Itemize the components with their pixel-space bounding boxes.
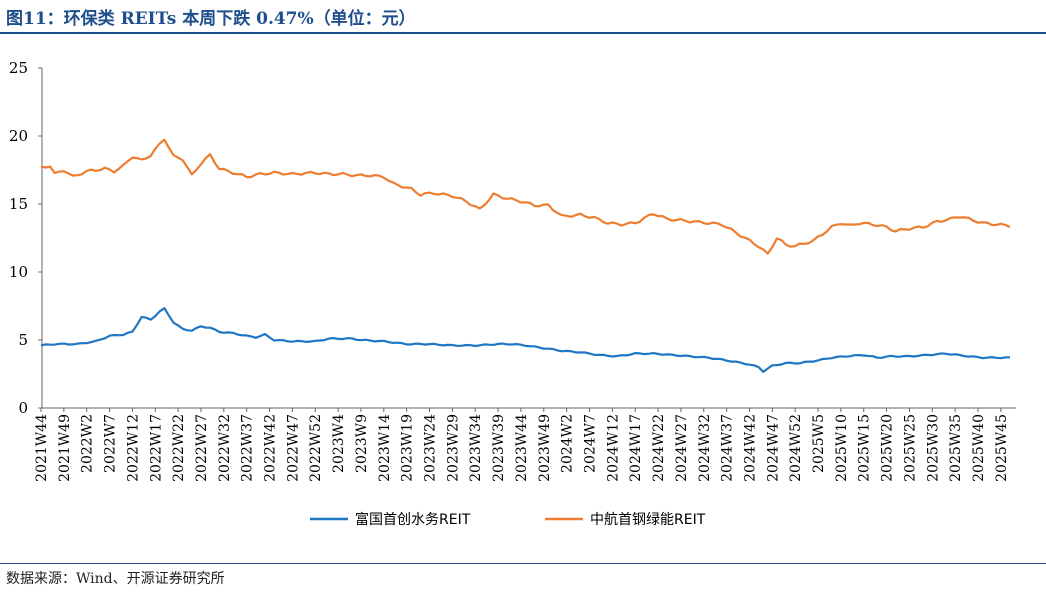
- x-tick-label: 2025W15: [857, 414, 873, 482]
- x-tick-label: 2024W22: [651, 414, 667, 482]
- title-divider: [0, 32, 1046, 34]
- y-tick-label: 5: [18, 331, 28, 349]
- y-tick-label: 0: [18, 399, 28, 417]
- x-tick-label: 2024W17: [628, 414, 644, 482]
- x-tick-label: 2022W37: [240, 414, 256, 482]
- x-tick-label: 2025W30: [925, 414, 941, 482]
- x-tick-label: 2022W32: [217, 414, 233, 482]
- x-tick-label: 2022W47: [285, 414, 301, 482]
- x-tick-label: 2025W45: [994, 414, 1010, 482]
- legend-label-2: 中航首钢绿能REIT: [590, 512, 706, 528]
- legend: 富国首创水务REIT 中航首钢绿能REIT: [310, 511, 706, 528]
- series-layer: [40, 138, 1011, 373]
- series-line-1: [40, 307, 1011, 373]
- x-tick-label: 2023W4: [331, 414, 347, 473]
- y-tick-label: 10: [9, 263, 28, 281]
- x-tick-label: 2024W47: [765, 414, 781, 482]
- series-line-2: [40, 138, 1011, 255]
- y-tick-label: 15: [9, 195, 28, 213]
- x-tick-label: 2023W24: [423, 414, 439, 482]
- x-tick-label: 2022W17: [148, 414, 164, 482]
- x-tick-label: 2022W52: [308, 414, 324, 482]
- chart-title: 图11：环保类 REITs 本周下跌 0.47%（单位：元）: [6, 9, 416, 29]
- x-tick-label: 2023W49: [537, 414, 553, 482]
- x-tick-label: 2024W27: [674, 414, 690, 482]
- x-tick-label: 2023W19: [400, 414, 416, 482]
- x-tick-label: 2023W44: [514, 414, 530, 482]
- x-tick-label: 2025W35: [948, 414, 964, 482]
- x-tick-label: 2022W12: [125, 414, 141, 482]
- x-tick-label: 2025W40: [971, 414, 987, 482]
- x-tick-label: 2025W25: [902, 414, 918, 482]
- x-tick-label: 2022W2: [80, 414, 96, 473]
- legend-label-1: 富国首创水务REIT: [355, 511, 471, 528]
- x-tick-label: 2025W20: [880, 414, 896, 482]
- y-tick-label: 25: [9, 59, 28, 77]
- x-tick-label: 2023W9: [354, 414, 370, 473]
- source-note: 数据来源：Wind、开源证券研究所: [6, 571, 225, 587]
- x-tick-label: 2022W42: [263, 414, 279, 482]
- x-tick-label: 2024W12: [605, 414, 621, 482]
- x-tick-label: 2023W34: [468, 414, 484, 482]
- x-tick-label: 2022W27: [194, 414, 210, 482]
- axes: 0 5 10 15 20 25 2021W44 2021W49 2022W2 2022W7 2022…: [9, 59, 1016, 482]
- y-tick-label: 20: [9, 127, 28, 145]
- x-tick-label: 2021W44: [34, 414, 50, 482]
- x-tick-label: 2024W2: [560, 414, 576, 473]
- x-tick-label: 2023W14: [377, 414, 393, 482]
- x-tick-label: 2024W52: [788, 414, 804, 482]
- x-tick-label: 2025W5: [811, 414, 827, 473]
- x-tick-label: 2021W49: [57, 414, 73, 482]
- x-tick-label: 2024W42: [742, 414, 758, 482]
- x-tick-label: 2024W37: [720, 414, 736, 482]
- source-divider: [0, 563, 1046, 564]
- x-tick-label: 2023W39: [491, 414, 507, 482]
- x-tick-label: 2022W7: [103, 414, 119, 473]
- x-tick-label: 2024W7: [582, 414, 598, 473]
- x-tick-label: 2023W29: [445, 414, 461, 482]
- x-tick-label: 2022W22: [171, 414, 187, 482]
- x-tick-label: 2024W32: [697, 414, 713, 482]
- line-chart: 0 5 10 15 20 25 2021W44 2021W49 2022W2 2022W7 2022…: [9, 59, 1016, 528]
- x-tick-label: 2025W10: [834, 414, 850, 482]
